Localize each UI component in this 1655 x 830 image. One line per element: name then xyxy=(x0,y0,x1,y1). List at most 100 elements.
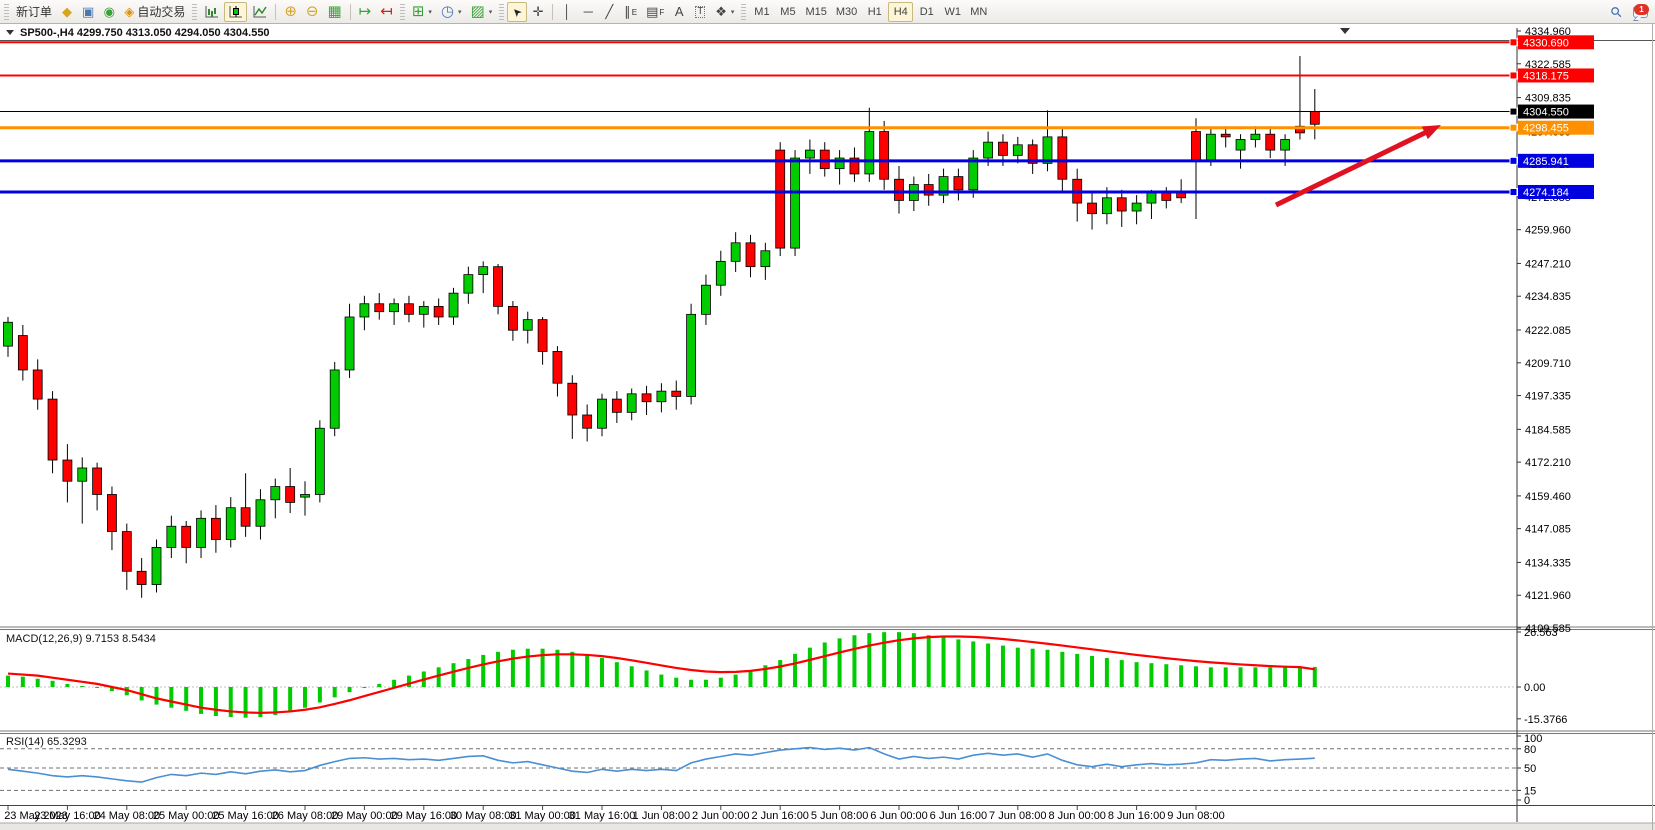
timeframe-m5-button[interactable]: M5 xyxy=(775,2,800,22)
time-tick-label: 31 May 00:00 xyxy=(509,810,576,822)
toolbar-grip[interactable] xyxy=(192,3,198,20)
candle xyxy=(433,298,444,325)
macd-bar xyxy=(763,665,768,687)
crosshair-button[interactable]: ✛ xyxy=(528,2,548,22)
price-tick-label: 4309.835 xyxy=(1525,93,1571,105)
signals-button[interactable]: ◉ xyxy=(99,2,119,22)
trend-arrow[interactable] xyxy=(1274,125,1441,208)
algo-trading-button[interactable]: ◈ 自动交易 xyxy=(120,2,189,22)
candle xyxy=(1220,126,1231,148)
text-button[interactable]: A xyxy=(669,2,689,22)
chart-shift-button[interactable]: ↤ xyxy=(376,2,397,22)
candle xyxy=(1012,136,1023,164)
zoom-in-button[interactable]: ⊕ xyxy=(280,2,301,22)
fibonacci-sub-label: F xyxy=(659,7,665,17)
cursor-button[interactable]: ➤ xyxy=(507,1,528,22)
timeframe-m15-button[interactable]: M15 xyxy=(801,2,830,22)
chevron-down-icon: ▾ xyxy=(488,8,493,16)
rsi-pane: RSI(14) 65.3293 xyxy=(0,736,1517,791)
macd-bar xyxy=(644,670,649,687)
candle xyxy=(805,139,815,174)
time-tick-label: 1 Jun 08:00 xyxy=(633,810,691,822)
auto-scroll-button[interactable]: ↦ xyxy=(355,2,376,22)
timeframe-m1-button[interactable]: M1 xyxy=(749,2,774,22)
time-tick-label: 5 Jun 08:00 xyxy=(811,810,869,822)
macd-bar xyxy=(317,687,322,703)
macd-bar xyxy=(986,643,991,687)
time-tick-label: 29 May 00:00 xyxy=(331,810,398,822)
zoom-in-icon: ⊕ xyxy=(284,3,297,20)
cursor-icon: ➤ xyxy=(509,4,525,20)
bar-chart-button[interactable] xyxy=(200,2,223,22)
time-tick-label: 9 Jun 08:00 xyxy=(1167,810,1225,822)
equidistant-channel-button[interactable]: ∥ E xyxy=(620,2,641,22)
timeframe-h4-button[interactable]: H4 xyxy=(888,1,914,22)
level-lines[interactable] xyxy=(0,41,1517,194)
macd-bar xyxy=(852,635,857,687)
macd-scale-label: -15.3766 xyxy=(1524,714,1567,726)
macd-bar xyxy=(109,687,114,692)
macd-bar xyxy=(1060,651,1065,687)
periods-button[interactable]: ◷ ▾ xyxy=(437,2,466,22)
notification-badge: 1 xyxy=(1634,3,1649,15)
fibonacci-button[interactable]: ▤ F xyxy=(642,2,668,22)
bar-chart-icon xyxy=(205,5,219,17)
candle xyxy=(210,505,221,553)
macd-bar xyxy=(703,679,708,687)
trendline-button[interactable]: ╱ xyxy=(599,2,619,22)
price-chart[interactable]: SP500-,H4 4299.750 4313.050 4294.050 430… xyxy=(0,24,1655,830)
timeframe-w1-button[interactable]: W1 xyxy=(940,2,965,22)
terminal-button[interactable]: ▣ xyxy=(78,2,98,22)
candle xyxy=(448,287,459,325)
vertical-line-icon: │ xyxy=(563,4,572,19)
candle xyxy=(166,515,177,559)
time-tick-label: 2 Jun 16:00 xyxy=(751,810,809,822)
rsi-scale-label: 15 xyxy=(1524,785,1536,797)
timeframe-mn-button[interactable]: MN xyxy=(966,2,991,22)
new-order-label: 新订单 xyxy=(16,5,53,19)
timeframe-d1-button[interactable]: D1 xyxy=(914,2,939,22)
timeframe-h1-button[interactable]: H1 xyxy=(862,2,887,22)
notifications-button[interactable]: 1 xyxy=(1627,2,1653,22)
vertical-line-button[interactable]: │ xyxy=(557,2,577,22)
candle xyxy=(834,150,845,185)
candle xyxy=(715,250,726,296)
candle xyxy=(537,316,548,365)
macd-bar xyxy=(406,675,411,687)
title-dropdown-icon[interactable] xyxy=(6,30,14,35)
price-tick-label: 4334.960 xyxy=(1525,26,1571,38)
market-watch-button[interactable]: ◆ xyxy=(57,2,77,22)
gold-icon: ◆ xyxy=(62,4,73,19)
toolbar-grip[interactable] xyxy=(741,3,747,20)
candlestick-chart-button[interactable] xyxy=(224,1,248,22)
toolbar-grip[interactable] xyxy=(4,3,9,20)
zoom-out-button[interactable]: ⊖ xyxy=(302,2,323,22)
toolbar-grip[interactable] xyxy=(499,3,505,20)
arrows-button[interactable]: ❖ ▾ xyxy=(711,2,738,22)
algo-trading-label: 自动交易 xyxy=(137,5,186,19)
chart-title: SP500-,H4 4299.750 4313.050 4294.050 430… xyxy=(20,27,270,39)
macd-bar xyxy=(1104,658,1109,687)
toolbar-grip[interactable] xyxy=(399,3,405,20)
add-indicator-button[interactable]: ⊞ ▾ xyxy=(408,2,436,22)
timeframe-m30-button[interactable]: M30 xyxy=(832,2,861,22)
price-badge: 4298.455 xyxy=(1509,120,1594,135)
chart-titlebar[interactable] xyxy=(0,24,1655,40)
candle xyxy=(879,120,890,190)
tile-windows-button[interactable]: ▦ xyxy=(323,2,345,22)
price-badge: 4274.184 xyxy=(1509,184,1594,199)
candle xyxy=(1131,195,1142,225)
templates-button[interactable]: ▨ ▾ xyxy=(467,2,497,22)
line-chart-button[interactable] xyxy=(248,2,271,22)
macd-bar xyxy=(748,670,753,687)
new-order-button[interactable]: 新订单 xyxy=(12,2,56,22)
horizontal-line-button[interactable]: ─ xyxy=(578,2,598,22)
chart-shift-marker-icon[interactable] xyxy=(1340,28,1350,34)
candle xyxy=(611,391,622,423)
candle xyxy=(1087,192,1097,230)
text-label-button[interactable]: T xyxy=(690,2,710,22)
chart-area[interactable]: SP500-,H4 4299.750 4313.050 4294.050 430… xyxy=(0,24,1655,830)
price-tick-label: 4147.085 xyxy=(1525,524,1571,536)
search-button[interactable]: ⚲ xyxy=(1606,2,1626,22)
